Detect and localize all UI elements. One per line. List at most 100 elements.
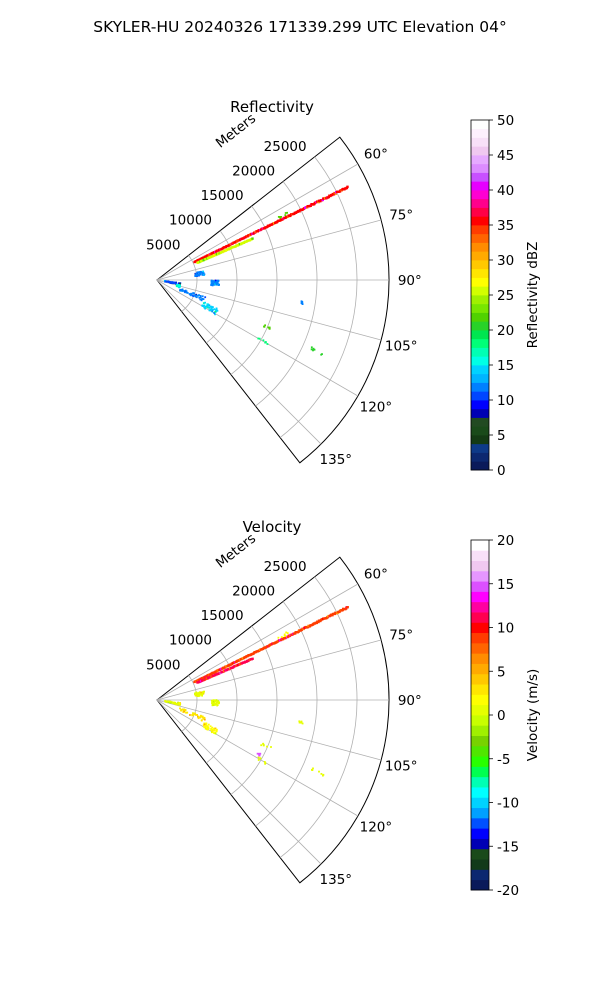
echo-gate — [184, 709, 187, 711]
echo-gate — [217, 280, 219, 282]
echo-gate — [182, 709, 185, 712]
echo-gate — [196, 274, 199, 277]
echo-gate — [257, 337, 260, 340]
echo-gate — [198, 271, 201, 273]
echo-gate — [198, 273, 200, 276]
echo-gate — [280, 636, 283, 638]
echo-gate — [317, 199, 321, 202]
echo-gate — [216, 309, 219, 312]
echo-gate — [189, 714, 191, 716]
echo-gate — [211, 728, 214, 731]
echo-gate — [284, 212, 287, 214]
echo-gate — [313, 348, 316, 351]
echo-gate — [194, 294, 197, 297]
colorbar-swatch — [471, 776, 489, 788]
azimuth-line-105 — [156, 279, 382, 341]
echo-gate — [264, 324, 266, 327]
echo-gate — [203, 718, 206, 721]
echo-gate — [213, 283, 215, 286]
echo-gate — [213, 729, 216, 732]
echo-gate — [317, 200, 320, 204]
echo-gate — [203, 690, 205, 693]
echo-gate — [209, 305, 212, 308]
echo-gate — [277, 636, 280, 639]
echo-gate — [284, 635, 287, 637]
azimuth-line-135 — [156, 279, 322, 445]
colorbar-tick-label: -20 — [497, 883, 519, 899]
echo-gate — [190, 292, 193, 295]
echo-gate — [179, 289, 182, 291]
echo-gate — [202, 273, 205, 276]
echo-gate — [172, 281, 175, 284]
colorbar-swatch — [471, 251, 489, 261]
echo-gate — [311, 768, 313, 771]
echo-gate — [191, 714, 194, 716]
colorbar-swatch — [471, 373, 489, 383]
azimuth-tick-label: 60° — [364, 147, 388, 163]
colorbar-tick-label: -5 — [497, 752, 510, 768]
echo-gate — [203, 726, 206, 729]
echo-gate — [332, 193, 336, 196]
colorbar-swatch — [471, 725, 489, 736]
colorbar-swatch — [471, 163, 489, 173]
echo-gate — [204, 296, 207, 299]
echo-gate — [173, 702, 176, 705]
echo-gate — [208, 306, 211, 309]
echo-gate — [251, 657, 254, 660]
range-tick-label: 20000 — [232, 584, 275, 600]
colorbar-swatch — [471, 295, 489, 305]
echo-gate — [171, 282, 174, 285]
echo-gate — [194, 694, 197, 696]
echo-gate — [216, 704, 218, 707]
colorbar-tick-label: 5 — [497, 664, 506, 680]
echo-gate — [206, 726, 209, 729]
echo-gate — [258, 337, 261, 340]
radar-echoes — [164, 606, 349, 777]
colorbar-swatch — [471, 694, 489, 706]
echo-gate — [316, 200, 319, 203]
echo-gate — [214, 311, 217, 313]
colorbar-tick-label: 50 — [497, 113, 514, 129]
colorbar-swatch — [471, 382, 489, 392]
echo-gate — [280, 216, 283, 218]
echo-gate — [179, 704, 181, 706]
echo-gate — [175, 285, 178, 287]
range-tick-label: 5000 — [146, 237, 180, 253]
echo-gate — [194, 712, 197, 715]
colorbar-tick-label: 40 — [497, 183, 514, 199]
echo-gate — [346, 185, 349, 188]
colorbar-swatch — [471, 807, 489, 819]
colorbar-tick-label: 5 — [497, 428, 506, 444]
echo-gate — [199, 295, 202, 297]
colorbar-swatch — [471, 704, 489, 716]
echo-gate — [210, 280, 213, 282]
echo-gate — [200, 719, 203, 722]
echo-gate — [329, 613, 333, 616]
echo-gate — [298, 721, 301, 724]
echo-gate — [213, 701, 216, 704]
colorbar-tick-label: 10 — [497, 393, 514, 409]
echo-gate — [310, 348, 313, 351]
azimuth-tick-label: 135° — [320, 452, 353, 468]
colorbar-tick-label: 45 — [497, 148, 514, 164]
colorbar-swatch — [471, 756, 489, 767]
echo-gate — [214, 313, 216, 316]
echo-gate — [179, 282, 181, 285]
echo-gate — [210, 282, 213, 284]
echo-gate — [165, 700, 168, 703]
colorbar-swatch — [471, 207, 489, 217]
echo-gate — [202, 298, 205, 300]
azimuth-line-75 — [156, 219, 382, 281]
colorbar-swatch — [471, 356, 489, 366]
colorbar-swatch — [471, 321, 489, 331]
echo-gate — [205, 724, 208, 727]
echo-gate — [194, 692, 197, 695]
echo-gate — [201, 693, 204, 696]
echo-gate — [300, 300, 303, 303]
echo-gate — [179, 707, 181, 710]
colorbar-swatch — [471, 828, 489, 839]
echo-gate — [186, 711, 189, 714]
colorbar-swatch — [471, 216, 489, 226]
echo-gate — [206, 306, 209, 309]
echo-gate — [301, 722, 304, 725]
